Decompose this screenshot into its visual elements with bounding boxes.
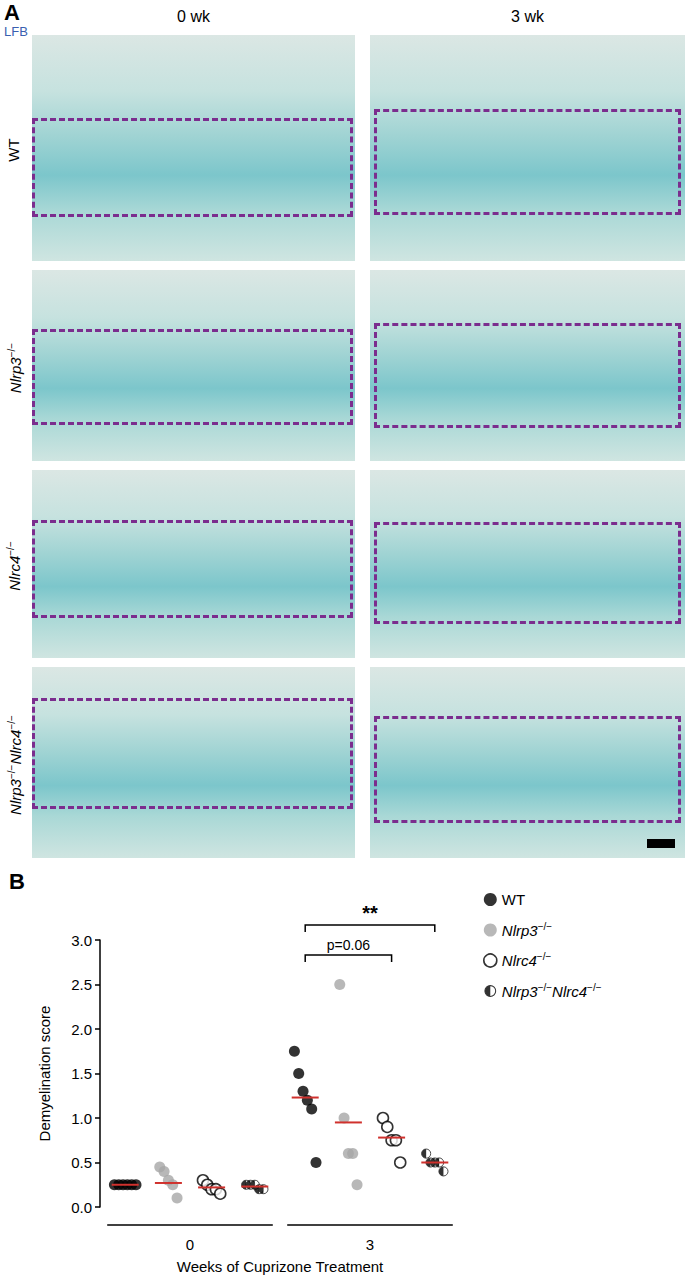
svg-text:WT: WT <box>502 891 525 908</box>
svg-text:Demyelination score: Demyelination score <box>36 1006 53 1142</box>
svg-text:0.0: 0.0 <box>71 1199 92 1216</box>
svg-text:−/−: −/− <box>538 921 553 932</box>
html-text:Nlrp3: Nlrp3 <box>6 356 23 393</box>
svg-text:**: ** <box>362 902 378 924</box>
svg-text:Nlrc4: Nlrc4 <box>502 952 537 969</box>
svg-text:1.0: 1.0 <box>71 1110 92 1127</box>
svg-text:1.5: 1.5 <box>71 1065 92 1082</box>
html-text:Nlrc4: Nlrc4 <box>6 729 23 765</box>
svg-text:−/−: −/− <box>537 951 552 962</box>
svg-text:0.5: 0.5 <box>71 1154 92 1171</box>
html-text:A: A <box>4 0 20 25</box>
svg-text:3.0: 3.0 <box>71 932 92 949</box>
html-text:0 wk: 0 wk <box>177 8 210 25</box>
svg-text:2.0: 2.0 <box>71 1021 92 1038</box>
html-text:Nlrp3: Nlrp3 <box>6 778 23 815</box>
svg-text:Nlrp3: Nlrp3 <box>502 922 539 939</box>
svg-text:0: 0 <box>186 1236 194 1253</box>
html-text:LFB: LFB <box>4 24 28 39</box>
svg-text:−/−: −/− <box>538 982 553 993</box>
svg-text:Weeks of Cuprizone Treatment: Weeks of Cuprizone Treatment <box>177 1258 384 1275</box>
svg-text:B: B <box>9 869 25 894</box>
html-text:Nlrc4: Nlrc4 <box>6 555 23 591</box>
svg-text:−/−: −/− <box>587 982 602 993</box>
html-text:WT: WT <box>5 138 22 162</box>
html-text:3 wk: 3 wk <box>511 8 544 25</box>
svg-text:p=0.06: p=0.06 <box>327 937 370 953</box>
svg-text:Nlrp3: Nlrp3 <box>502 983 539 1000</box>
svg-text:Nlrc4: Nlrc4 <box>552 983 587 1000</box>
svg-text:2.5: 2.5 <box>71 976 92 993</box>
svg-text:3: 3 <box>366 1236 374 1253</box>
